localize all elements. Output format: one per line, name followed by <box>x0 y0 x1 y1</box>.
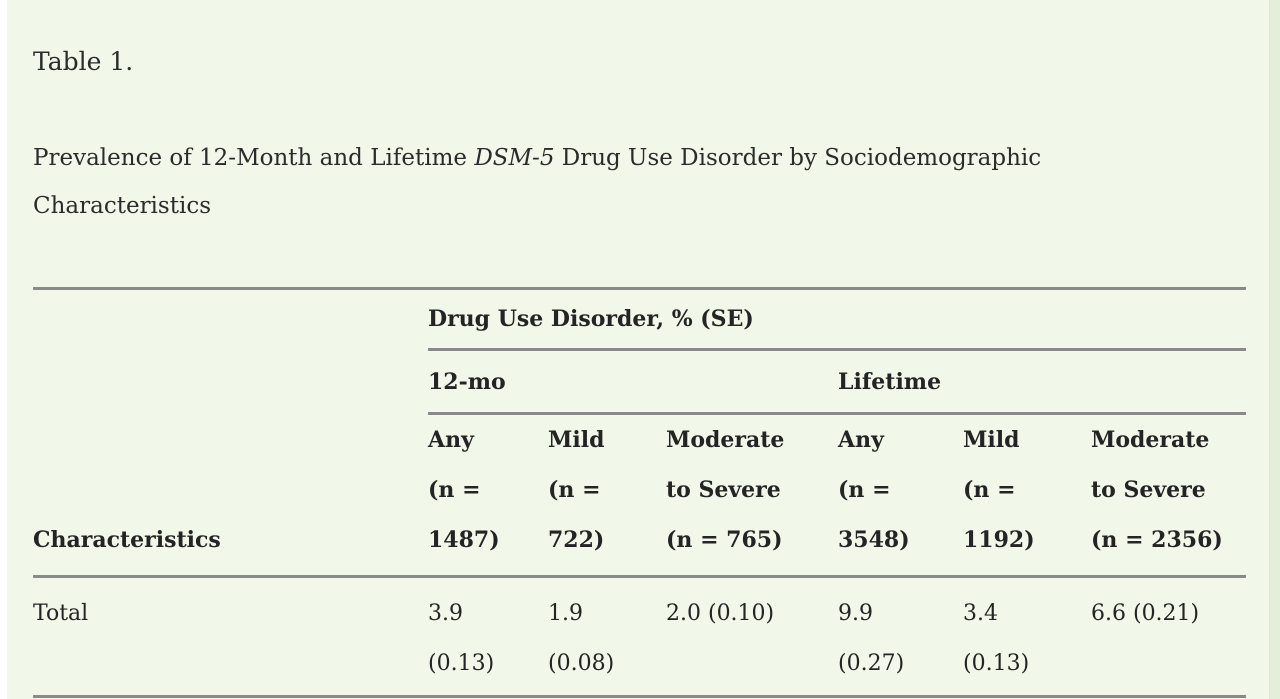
column-header-characteristics: Characteristics <box>33 413 428 578</box>
table-period-header-row: 12-mo Lifetime <box>33 349 1247 415</box>
caption-text-italic: DSM-5 <box>474 145 555 171</box>
cell-total-12mo-moderate-severe: 2.0 (0.10) <box>666 576 838 698</box>
cell-total-12mo-any: 3.9 (0.13) <box>428 576 548 698</box>
column-header-lifetime-mild: Mild (n = 1192) <box>963 413 1091 578</box>
page-right-edge-strip <box>1269 0 1280 699</box>
column-header-12mo-moderate-severe: Moderate to Severe (n = 765) <box>666 413 838 578</box>
table-column-header-row: Characteristics Any (n = 1487) Mild (n =… <box>33 413 1247 578</box>
table-group-header-row: Drug Use Disorder, % (SE) <box>33 287 1247 351</box>
column-header-12mo-mild: Mild (n = 722) <box>548 413 666 578</box>
period-header-lifetime: Lifetime <box>838 349 1247 415</box>
column-header-lifetime-any: Any (n = 3548) <box>838 413 963 578</box>
table-caption: Prevalence of 12-Month and Lifetime DSM-… <box>33 134 1118 230</box>
cell-total-12mo-mild: 1.9 (0.08) <box>548 576 666 698</box>
table-row-total: Total 3.9 (0.13) 1.9 (0.08) 2.0 (0.10) 9… <box>33 576 1247 698</box>
period-header-stub-spacer <box>33 350 428 414</box>
table-number-label: Table 1. <box>33 47 134 76</box>
column-header-12mo-any: Any (n = 1487) <box>428 413 548 578</box>
caption-text-prefix: Prevalence of 12-Month and Lifetime <box>33 145 475 171</box>
caption-text-suffix: Drug Use Disorder by Sociodemographic Ch… <box>33 145 1042 219</box>
cell-total-lifetime-any: 9.9 (0.27) <box>838 576 963 698</box>
group-header-stub-spacer <box>33 287 428 350</box>
cell-total-lifetime-moderate-severe: 6.6 (0.21) <box>1091 576 1247 698</box>
row-label-total: Total <box>33 576 428 698</box>
group-header-drug-use-disorder: Drug Use Disorder, % (SE) <box>428 287 1247 351</box>
column-header-lifetime-moderate-severe: Moderate to Severe (n = 2356) <box>1091 413 1247 578</box>
cell-total-lifetime-mild: 3.4 (0.13) <box>963 576 1091 698</box>
period-header-12-mo: 12-mo <box>428 349 838 415</box>
article-table-section: Table 1. Prevalence of 12-Month and Life… <box>33 46 1247 698</box>
page-left-margin-strip <box>0 0 7 699</box>
prevalence-table: Drug Use Disorder, % (SE) 12-mo Lifetime… <box>33 287 1247 698</box>
